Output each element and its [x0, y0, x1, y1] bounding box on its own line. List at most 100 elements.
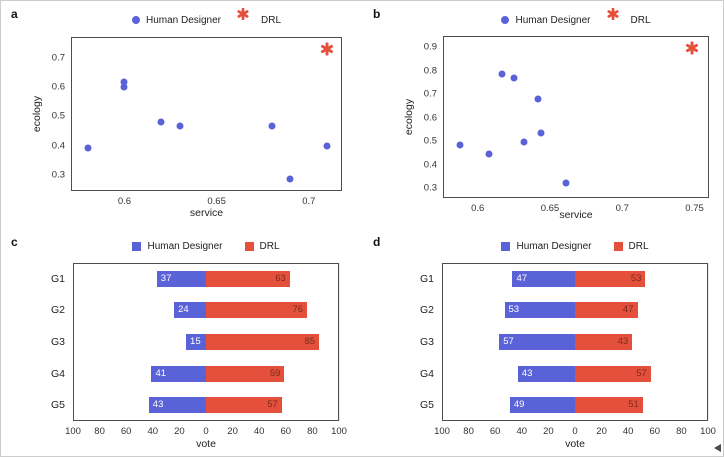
- category-label: G3: [50, 336, 65, 348]
- legend-item[interactable]: Human Designer: [132, 241, 223, 252]
- panel-label-c: c: [11, 235, 18, 249]
- scatter-point-human: [537, 129, 545, 137]
- x-tick-label: 100: [700, 426, 716, 437]
- grid-line: [708, 263, 709, 421]
- bar-drl: [575, 397, 643, 414]
- scatter-point-human: [562, 179, 570, 187]
- bar-drl: [206, 365, 285, 382]
- x-axis-title: vote: [565, 438, 585, 450]
- bar-value-label: 41: [155, 367, 167, 379]
- x-tick-label: 100: [331, 426, 347, 437]
- x-tick-label: 40: [622, 426, 634, 437]
- legend-item[interactable]: DRL: [613, 241, 649, 252]
- bar-human-designer: [148, 397, 206, 414]
- legend: Human Designer DRL: [73, 241, 339, 252]
- bar-value-label: 53: [630, 272, 642, 284]
- legend-item[interactable]: DRL: [244, 241, 280, 252]
- legend-marker-square-icon: [132, 242, 142, 251]
- legend-item[interactable]: Human Designer: [501, 14, 591, 26]
- bar-human-designer: [156, 270, 206, 287]
- legend-item-label: Human Designer: [515, 14, 591, 26]
- bar-value-label: 15: [190, 336, 201, 347]
- legend-item[interactable]: Human Designer: [501, 241, 592, 252]
- bar-human-designer: [151, 365, 206, 382]
- category-label: G2: [419, 304, 434, 317]
- bar-drl: [575, 365, 651, 382]
- y-tick-label: 0.4: [51, 140, 65, 152]
- x-tick-label: 0.7: [615, 203, 629, 214]
- legend: Human Designer DRL: [442, 241, 708, 252]
- category-label: G5: [50, 399, 65, 412]
- category-label: G4: [419, 367, 434, 380]
- scatter-point-human: [456, 141, 464, 149]
- bar-human-designer: [186, 334, 206, 350]
- bar-human-designer: [174, 302, 206, 319]
- x-tick-label: 0.65: [207, 196, 226, 207]
- x-tick-label: 80: [94, 426, 105, 437]
- legend-item[interactable]: DRL: [606, 7, 651, 26]
- y-axis-title: ecology: [31, 95, 43, 133]
- bar-value-label: 43: [521, 367, 533, 379]
- bar-human-designer: [512, 270, 575, 287]
- x-tick-label: 0: [203, 426, 209, 437]
- category-label: G3: [419, 336, 434, 348]
- bar-value-label: 43: [617, 336, 629, 347]
- x-axis-title: service: [559, 209, 593, 221]
- y-tick-label: 0.3: [423, 182, 437, 194]
- legend-item[interactable]: DRL: [237, 7, 281, 26]
- bar-drl: [575, 334, 633, 350]
- bar-human-designer: [504, 302, 575, 319]
- plot-area-b: [443, 36, 709, 198]
- grid-line: [339, 263, 340, 421]
- y-tick-label: 0.5: [51, 110, 65, 122]
- bar-value-label: 47: [622, 304, 634, 316]
- x-tick-label: 20: [227, 426, 238, 437]
- scatter-point-human: [120, 83, 128, 91]
- bar-value-label: 49: [513, 399, 525, 411]
- y-tick-label: 0.7: [423, 88, 437, 100]
- x-tick-label: 20: [174, 426, 185, 437]
- x-axis-title: service: [189, 207, 224, 219]
- x-tick-label: 0.7: [302, 196, 316, 207]
- scatter-point-human: [510, 74, 518, 82]
- x-tick-label: 100: [65, 426, 81, 437]
- y-axis-title: ecology: [403, 98, 415, 136]
- y-tick-label: 0.9: [423, 41, 437, 53]
- x-axis-title: vote: [196, 438, 216, 450]
- y-tick-label: 0.7: [51, 52, 65, 64]
- legend-marker-square-icon: [613, 242, 623, 251]
- legend: Human Designer DRL: [71, 7, 342, 26]
- scatter-point-human: [176, 122, 184, 130]
- panel-label-d: d: [373, 235, 381, 249]
- y-tick-label: 0.5: [423, 135, 437, 147]
- bar-value-label: 47: [516, 272, 528, 284]
- category-label: G4: [50, 367, 65, 380]
- scatter-point-human: [498, 70, 506, 78]
- legend-item-label: Human Designer: [145, 14, 222, 26]
- x-tick-label: 100: [434, 426, 450, 437]
- x-tick-label: 0.6: [117, 196, 132, 207]
- cursor-icon: [714, 444, 721, 452]
- y-tick-label: 0.3: [51, 169, 65, 181]
- bar-value-label: 57: [503, 336, 514, 347]
- legend-item-label: Human Designer: [147, 241, 223, 252]
- x-tick-label: 40: [516, 426, 528, 437]
- x-tick-label: 0.6: [471, 203, 485, 214]
- scatter-point-human: [286, 175, 294, 183]
- scatter-point-drl: [321, 41, 334, 56]
- x-tick-label: 20: [543, 426, 554, 437]
- bar-value-label: 76: [292, 304, 304, 316]
- bar-value-label: 51: [628, 399, 639, 411]
- category-label: G5: [419, 399, 434, 412]
- legend-item[interactable]: Human Designer: [131, 14, 222, 26]
- x-tick-label: 20: [596, 426, 607, 437]
- bar-value-label: 63: [275, 272, 286, 284]
- y-tick-label: 0.6: [423, 112, 437, 124]
- x-tick-label: 60: [489, 426, 501, 437]
- x-tick-label: 0.75: [685, 203, 704, 214]
- bar-drl: [575, 302, 638, 319]
- scatter-point-human: [534, 95, 542, 103]
- scatter-point-human: [323, 142, 331, 150]
- bar-human-designer: [499, 334, 575, 350]
